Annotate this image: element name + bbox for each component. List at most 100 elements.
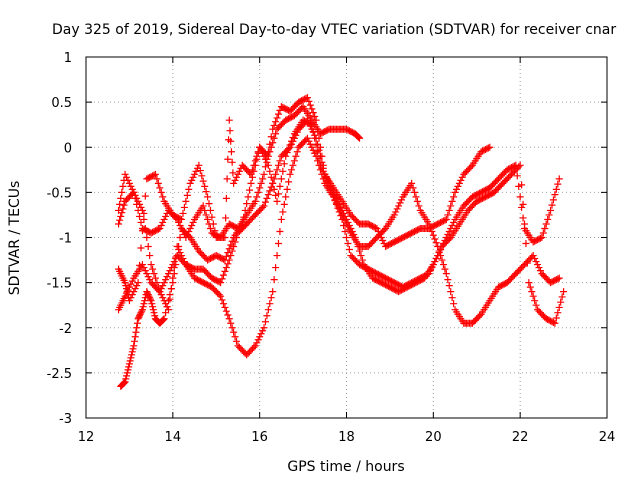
data-point bbox=[270, 185, 278, 193]
data-point bbox=[179, 255, 187, 263]
data-point bbox=[532, 258, 540, 266]
data-point bbox=[549, 318, 557, 326]
data-point bbox=[148, 300, 156, 308]
data-point bbox=[138, 206, 146, 214]
data-point bbox=[437, 246, 445, 254]
y-tick-label: 0.5 bbox=[51, 96, 72, 111]
data-point bbox=[221, 267, 229, 275]
data-point bbox=[531, 255, 539, 263]
y-tick-label: 1 bbox=[64, 51, 72, 66]
data-point bbox=[196, 167, 204, 175]
data-point bbox=[130, 342, 138, 350]
data-point bbox=[151, 170, 159, 178]
data-point bbox=[121, 378, 129, 386]
y-tick-label: -2.5 bbox=[47, 367, 72, 382]
data-point bbox=[132, 328, 140, 336]
data-point bbox=[536, 267, 544, 275]
data-point bbox=[529, 292, 537, 300]
data-point bbox=[263, 158, 271, 166]
data-point bbox=[178, 215, 186, 223]
data-point bbox=[448, 221, 456, 229]
data-point bbox=[188, 221, 196, 229]
data-point bbox=[156, 288, 164, 296]
data-point bbox=[199, 177, 207, 185]
data-point bbox=[159, 282, 167, 290]
data-point bbox=[128, 348, 136, 356]
data-point bbox=[121, 292, 129, 300]
data-point bbox=[439, 261, 447, 269]
data-point bbox=[144, 291, 152, 299]
data-point bbox=[123, 289, 131, 297]
data-point bbox=[331, 191, 339, 199]
data-point bbox=[157, 188, 165, 196]
data-point bbox=[273, 166, 281, 174]
data-point bbox=[198, 172, 206, 180]
data-point bbox=[183, 191, 191, 199]
data-point bbox=[554, 180, 562, 188]
data-point bbox=[522, 240, 530, 248]
data-point bbox=[309, 146, 317, 154]
data-point bbox=[335, 200, 343, 208]
data-point bbox=[127, 354, 135, 362]
data-point bbox=[260, 152, 268, 160]
data-point bbox=[454, 182, 462, 190]
data-point bbox=[322, 173, 330, 181]
data-point bbox=[243, 200, 251, 208]
data-point bbox=[218, 275, 226, 283]
data-point bbox=[217, 279, 225, 287]
data-point bbox=[191, 170, 199, 178]
data-point bbox=[130, 288, 138, 296]
data-point bbox=[288, 166, 296, 174]
data-point bbox=[131, 333, 139, 341]
data-point bbox=[160, 315, 168, 323]
data-point bbox=[137, 309, 145, 317]
data-point bbox=[199, 202, 207, 210]
data-point bbox=[162, 212, 170, 220]
data-point bbox=[285, 178, 293, 186]
data-point bbox=[140, 209, 148, 217]
data-point bbox=[217, 292, 225, 300]
data-point bbox=[229, 169, 237, 177]
data-point bbox=[393, 205, 401, 213]
data-point bbox=[154, 283, 162, 291]
data-point bbox=[136, 200, 144, 208]
data-point bbox=[235, 167, 243, 175]
data-point bbox=[195, 161, 203, 169]
data-point bbox=[218, 296, 226, 304]
data-point bbox=[390, 211, 398, 219]
data-point bbox=[140, 215, 148, 223]
data-point bbox=[263, 312, 271, 320]
data-point bbox=[476, 312, 484, 320]
data-point bbox=[308, 143, 316, 151]
data-point bbox=[202, 211, 210, 219]
data-point bbox=[272, 170, 280, 178]
data-point bbox=[344, 240, 352, 248]
data-point bbox=[309, 109, 317, 117]
data-point bbox=[272, 118, 280, 126]
data-point bbox=[329, 188, 337, 196]
data-point bbox=[125, 363, 133, 371]
data-point bbox=[560, 288, 568, 296]
data-point bbox=[551, 191, 559, 199]
data-point bbox=[253, 339, 261, 347]
data-point bbox=[221, 234, 229, 241]
data-point bbox=[518, 181, 526, 189]
data-point bbox=[116, 216, 124, 224]
data-point bbox=[554, 275, 562, 283]
data-point bbox=[227, 319, 235, 327]
data-point bbox=[150, 309, 158, 317]
data-point bbox=[166, 291, 174, 299]
data-point bbox=[267, 143, 275, 151]
data-point bbox=[425, 220, 433, 228]
data-point bbox=[395, 202, 403, 210]
data-point bbox=[116, 200, 124, 208]
data-point bbox=[328, 185, 336, 193]
y-axis-title: SDTVAR / TECUs bbox=[7, 181, 23, 296]
data-point bbox=[341, 212, 349, 220]
data-point bbox=[153, 175, 161, 183]
data-point bbox=[225, 245, 233, 253]
data-point bbox=[445, 227, 453, 235]
data-point bbox=[241, 206, 249, 214]
data-point bbox=[123, 372, 131, 380]
data-point bbox=[525, 279, 533, 287]
